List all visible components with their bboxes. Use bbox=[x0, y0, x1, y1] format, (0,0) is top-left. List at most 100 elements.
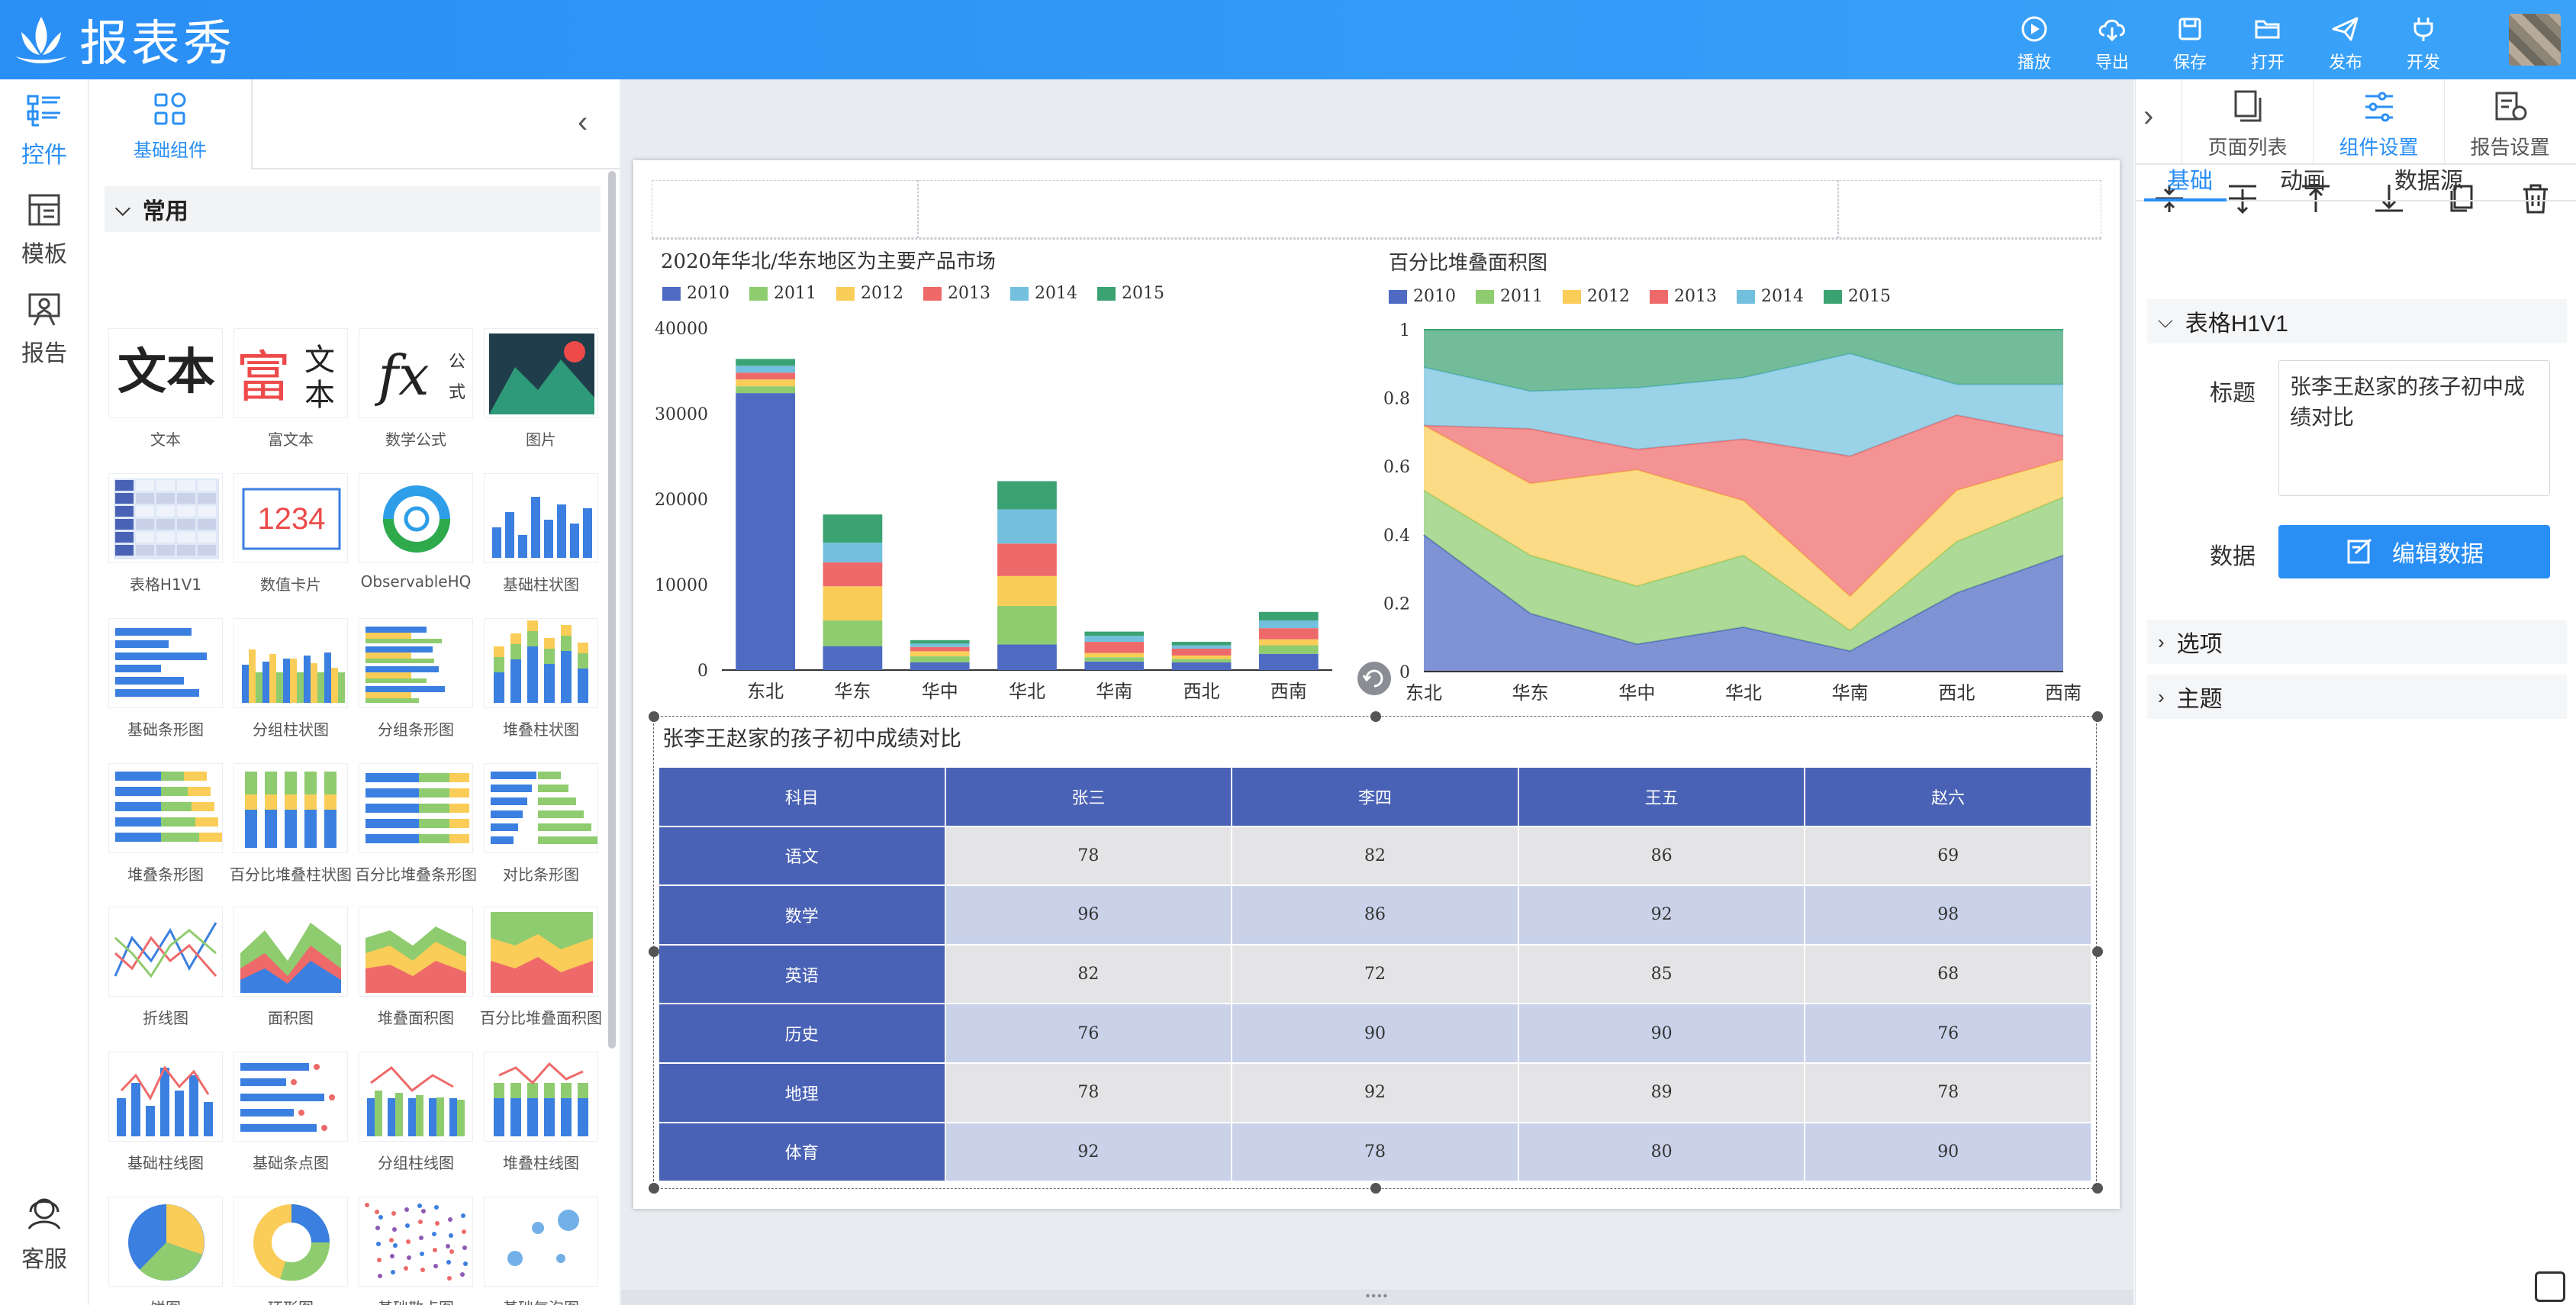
tab-page-list[interactable]: 页面列表 bbox=[2182, 79, 2313, 165]
customer-service-button[interactable]: 客服 bbox=[0, 1191, 89, 1274]
table-row-header-cell[interactable]: 语文 bbox=[658, 825, 946, 887]
nav-templates[interactable]: 模板 bbox=[0, 189, 89, 269]
component-item[interactable]: 百分比堆叠条形图 bbox=[355, 763, 477, 884]
component-panel-scrollbar[interactable] bbox=[608, 171, 616, 1049]
component-item[interactable]: 堆叠柱状图 bbox=[480, 618, 602, 740]
table-row-header-cell[interactable]: 数学 bbox=[658, 884, 946, 946]
legend-item[interactable]: 2014 bbox=[1737, 287, 1804, 306]
table-cell[interactable]: 80 bbox=[1517, 1121, 1806, 1183]
align-hcenter-button[interactable] bbox=[2220, 176, 2265, 221]
resize-handle[interactable] bbox=[649, 1183, 659, 1194]
table-header-cell[interactable]: 王五 bbox=[1517, 766, 1806, 827]
component-item[interactable]: 百分比堆叠柱状图 bbox=[230, 763, 352, 884]
component-item[interactable]: 分组条形图 bbox=[355, 618, 477, 740]
table-cell[interactable]: 90 bbox=[1231, 1003, 1519, 1064]
component-item[interactable]: 基础条点图 bbox=[230, 1052, 352, 1173]
table-cell[interactable]: 69 bbox=[1804, 825, 2092, 887]
section-table-h1v1[interactable]: ⌵ 表格H1V1 bbox=[2147, 299, 2567, 343]
table-cell[interactable]: 82 bbox=[1231, 825, 1519, 887]
resize-handle[interactable] bbox=[649, 946, 659, 957]
component-item[interactable]: 1234 数值卡片 bbox=[230, 473, 352, 594]
legend-item[interactable]: 2015 bbox=[1097, 284, 1164, 303]
open-button[interactable]: 打开 bbox=[2237, 14, 2298, 73]
component-item[interactable]: 基础柱状图 bbox=[480, 473, 602, 594]
delete-button[interactable] bbox=[2513, 176, 2558, 221]
subtab-datasource[interactable]: 数据源 bbox=[2394, 169, 2463, 194]
component-item[interactable]: 对比条形图 bbox=[480, 763, 602, 884]
resize-handle[interactable] bbox=[2092, 1183, 2103, 1194]
component-item[interactable]: 折线图 bbox=[105, 907, 227, 1028]
table-cell[interactable]: 92 bbox=[1231, 1062, 1519, 1123]
table-cell[interactable]: 68 bbox=[1804, 943, 2092, 1005]
table-cell[interactable]: 90 bbox=[1517, 1003, 1806, 1064]
user-avatar[interactable] bbox=[2509, 14, 2561, 66]
component-item[interactable]: fx 公式数学公式 bbox=[355, 328, 477, 450]
table-cell[interactable]: 78 bbox=[1231, 1121, 1519, 1183]
rotate-handle-icon[interactable] bbox=[1355, 659, 1393, 698]
legend-item[interactable]: 2015 bbox=[1824, 287, 1891, 306]
legend-item[interactable]: 2010 bbox=[1389, 287, 1456, 306]
tab-basic-components[interactable]: 基础组件 bbox=[89, 79, 251, 169]
table-cell[interactable]: 86 bbox=[1231, 884, 1519, 946]
component-item[interactable]: 面积图 bbox=[230, 907, 352, 1028]
table-header-cell[interactable]: 李四 bbox=[1231, 766, 1519, 827]
nav-widgets[interactable]: 控件 bbox=[0, 90, 89, 169]
collapse-panel-chevron-right-icon[interactable]: › bbox=[2143, 99, 2154, 133]
legend-item[interactable]: 2011 bbox=[1476, 287, 1543, 306]
resize-handle[interactable] bbox=[2092, 711, 2103, 722]
table-cell[interactable]: 78 bbox=[1804, 1062, 2092, 1123]
copy-button[interactable] bbox=[2439, 176, 2485, 221]
legend-item[interactable]: 2012 bbox=[1563, 287, 1630, 306]
component-item[interactable]: 堆叠柱线图 bbox=[480, 1052, 602, 1173]
tab-report-settings[interactable]: 报告设置 bbox=[2444, 79, 2575, 165]
resize-handle[interactable] bbox=[649, 711, 659, 722]
resize-handle[interactable] bbox=[1370, 1183, 1381, 1194]
table-header-cell[interactable]: 张三 bbox=[944, 766, 1233, 827]
legend-item[interactable]: 2013 bbox=[1650, 287, 1717, 306]
edit-data-button[interactable]: 编辑数据 bbox=[2278, 525, 2550, 578]
legend-item[interactable]: 2011 bbox=[749, 284, 816, 303]
resize-grip-icon[interactable]: •••• bbox=[621, 1290, 2133, 1305]
table-row-header-cell[interactable]: 英语 bbox=[658, 943, 946, 1005]
component-item[interactable]: 堆叠面积图 bbox=[355, 907, 477, 1028]
collapse-panel-chevron-left-icon[interactable]: ‹ bbox=[578, 105, 588, 139]
selected-table-frame[interactable] bbox=[653, 716, 2097, 1189]
legend-item[interactable]: 2013 bbox=[923, 284, 990, 303]
table-cell[interactable]: 90 bbox=[1804, 1121, 2092, 1183]
score-table[interactable]: 科目 张三 李四 王五 赵六 语文 78 82 86 69 数学 96 86 92 98 英语 82 72 85 6… bbox=[658, 766, 2092, 1183]
component-item[interactable]: 分组柱线图 bbox=[355, 1052, 477, 1173]
table-cell[interactable]: 86 bbox=[1517, 825, 1806, 887]
develop-button[interactable]: 开发 bbox=[2393, 14, 2454, 73]
save-button[interactable]: 保存 bbox=[2159, 14, 2220, 73]
table-row-header-cell[interactable]: 地理 bbox=[658, 1062, 946, 1123]
component-item[interactable]: 基础条形图 bbox=[105, 618, 227, 740]
legend-item[interactable]: 2014 bbox=[1010, 284, 1077, 303]
table-cell[interactable]: 89 bbox=[1517, 1062, 1806, 1123]
component-item[interactable]: ObservableHQ bbox=[355, 473, 477, 591]
legend-item[interactable]: 2012 bbox=[836, 284, 903, 303]
table-cell[interactable]: 82 bbox=[944, 943, 1233, 1005]
table-header-cell[interactable]: 科目 bbox=[658, 766, 946, 827]
subtab-basic[interactable]: 基础 bbox=[2167, 169, 2213, 194]
header-placeholder[interactable] bbox=[652, 180, 2101, 238]
table-cell[interactable]: 78 bbox=[944, 1062, 1233, 1123]
table-cell[interactable]: 96 bbox=[944, 884, 1233, 946]
resize-handle[interactable] bbox=[1370, 711, 1381, 722]
table-cell[interactable]: 92 bbox=[1517, 884, 1806, 946]
component-item[interactable]: 饼图 bbox=[105, 1197, 227, 1305]
table-cell[interactable]: 98 bbox=[1804, 884, 2092, 946]
group-common-header[interactable]: ⌵ 常用 bbox=[105, 186, 601, 232]
component-item[interactable]: 基础气泡图 bbox=[480, 1197, 602, 1305]
subtab-animation[interactable]: 动画 bbox=[2280, 169, 2326, 194]
table-cell[interactable]: 76 bbox=[1804, 1003, 2092, 1064]
table-cell[interactable]: 92 bbox=[944, 1121, 1233, 1183]
section-options[interactable]: › 选项 bbox=[2147, 620, 2567, 664]
tab-component-settings[interactable]: 组件设置 bbox=[2313, 79, 2444, 165]
component-item[interactable]: 环形图 bbox=[230, 1197, 352, 1305]
resize-handle[interactable] bbox=[2092, 946, 2103, 957]
table-cell[interactable]: 76 bbox=[944, 1003, 1233, 1064]
fullscreen-icon[interactable] bbox=[2535, 1271, 2565, 1302]
component-item[interactable]: 富文本富文本 bbox=[230, 328, 352, 450]
play-button[interactable]: 播放 bbox=[2004, 14, 2065, 73]
component-item[interactable]: 分组柱状图 bbox=[230, 618, 352, 740]
